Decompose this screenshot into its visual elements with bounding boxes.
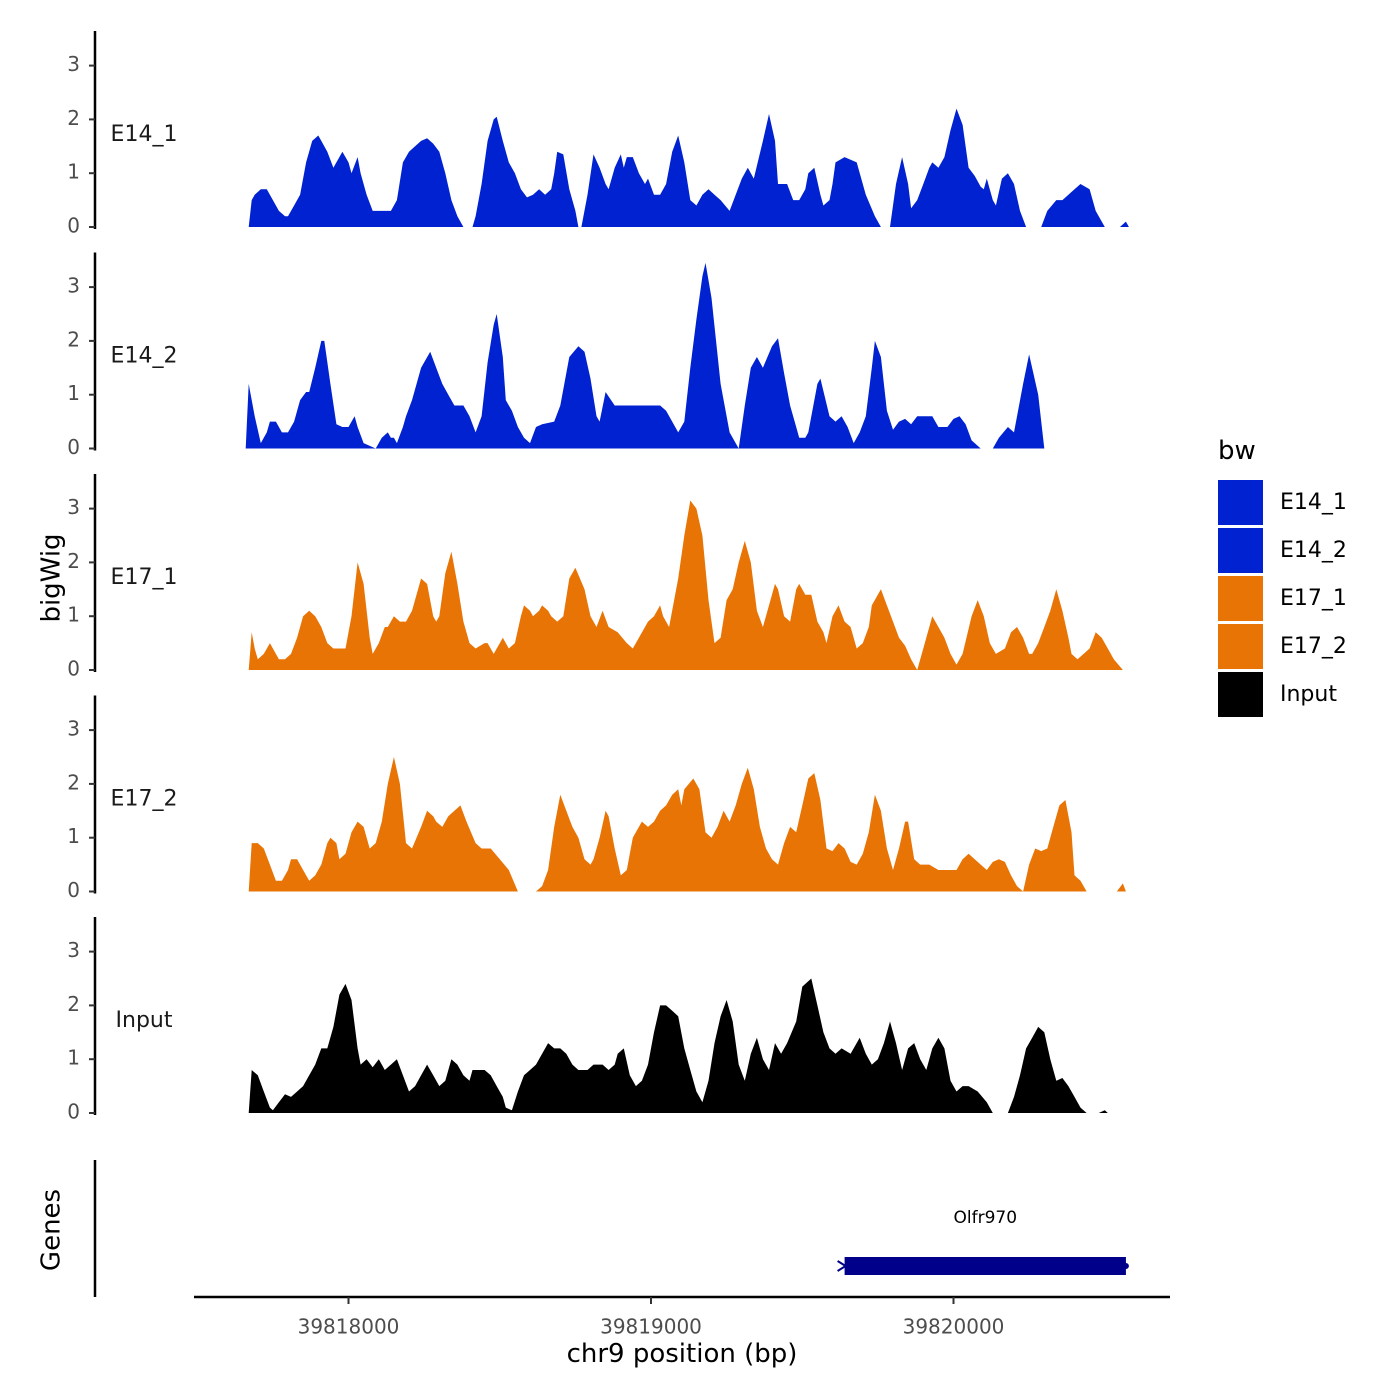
legend-label: Input [1280,682,1337,707]
area-series-E17_2 [248,757,1126,892]
legend-label: E14_2 [1280,538,1347,563]
y-tick-label: 3 [67,495,80,519]
x-axis-title: chr9 position (bp) [567,1339,798,1369]
y-tick-label: 0 [67,657,80,681]
x-tick-label: 39818000 [298,1315,400,1339]
legend-swatch [1218,624,1263,669]
legend-label: E17_2 [1280,634,1347,659]
x-axis: 39818000 39819000 39820000 chr9 position (… [194,1295,1170,1369]
track-label: E14_2 [111,344,178,369]
legend-swatch [1218,576,1263,621]
x-axis-ticks: 39818000 39819000 39820000 [298,1297,1005,1339]
genes-track: Genes Olfr970 [37,1160,1129,1297]
area-series-E17_1 [248,500,1123,670]
legend-item-Input: Input [1218,672,1337,717]
y-tick-label: 0 [67,1100,80,1124]
track-label: E17_1 [111,565,178,590]
track-label: E14_1 [111,122,178,147]
gene-end-marker [1122,1263,1129,1269]
area-series-Input [248,978,1108,1113]
legend-swatch [1218,480,1263,525]
area-series-E14_2 [245,262,1045,449]
genes-track-label: Genes [37,1189,67,1271]
y-axis-title: bigWig [37,533,67,622]
gene-label: Olfr970 [953,1208,1017,1228]
y-tick-label: 2 [67,549,80,573]
track-label: Input [116,1008,173,1033]
track-Input: 0 1 2 3 Input [67,917,1108,1124]
legend-item-E17_2: E17_2 [1218,624,1347,669]
y-tick-label: 1 [67,160,80,184]
y-tick-label: 1 [67,603,80,627]
legend-item-E14_2: E14_2 [1218,528,1347,573]
legend-title: bw [1218,436,1256,466]
y-tick-label: 2 [67,106,80,130]
gene-strand-arrow [837,1260,848,1272]
x-tick-label: 39819000 [600,1315,702,1339]
gene-annotations: Olfr970 [837,1208,1129,1275]
y-tick-label: 2 [67,992,80,1016]
y-tick-label: 0 [67,435,80,459]
y-tick-label: 3 [67,717,80,741]
y-tick-label: 3 [67,274,80,298]
y-tick-label: 1 [67,824,80,848]
legend: bw E14_1 E14_2 E17_1 E17_2 Input [1218,436,1347,717]
legend-items: E14_1 E14_2 E17_1 E17_2 Input [1218,480,1347,717]
y-tick-label: 3 [67,938,80,962]
track-E14_2: 0 1 2 3 E14_2 [67,252,1045,459]
y-tick-label: 1 [67,1046,80,1070]
area-series-E14_1 [248,108,1129,227]
track-E14_1: 0 1 2 3 E14_1 [67,31,1129,238]
legend-label: E14_1 [1280,490,1347,515]
y-tick-label: 3 [67,52,80,76]
signal-tracks: 0 1 2 3 E14_1 0 1 2 3 E14_2 0 1 2 3 E17_1 0 1 2 3 E17_2 0 1 2 3… [67,31,1129,1124]
gene-Olfr970: Olfr970 [837,1208,1129,1275]
gene-body [844,1257,1126,1275]
y-tick-label: 0 [67,878,80,902]
track-E17_2: 0 1 2 3 E17_2 [67,695,1126,902]
y-tick-label: 2 [67,770,80,794]
legend-swatch [1218,528,1263,573]
track-label: E17_2 [111,787,178,812]
x-tick-label: 39820000 [903,1315,1005,1339]
legend-item-E17_1: E17_1 [1218,576,1347,621]
track-E17_1: 0 1 2 3 E17_1 [67,474,1123,681]
legend-label: E17_1 [1280,586,1347,611]
legend-swatch [1218,672,1263,717]
legend-item-E14_1: E14_1 [1218,480,1347,525]
y-tick-label: 1 [67,381,80,405]
y-tick-label: 2 [67,327,80,351]
y-tick-label: 0 [67,214,80,238]
